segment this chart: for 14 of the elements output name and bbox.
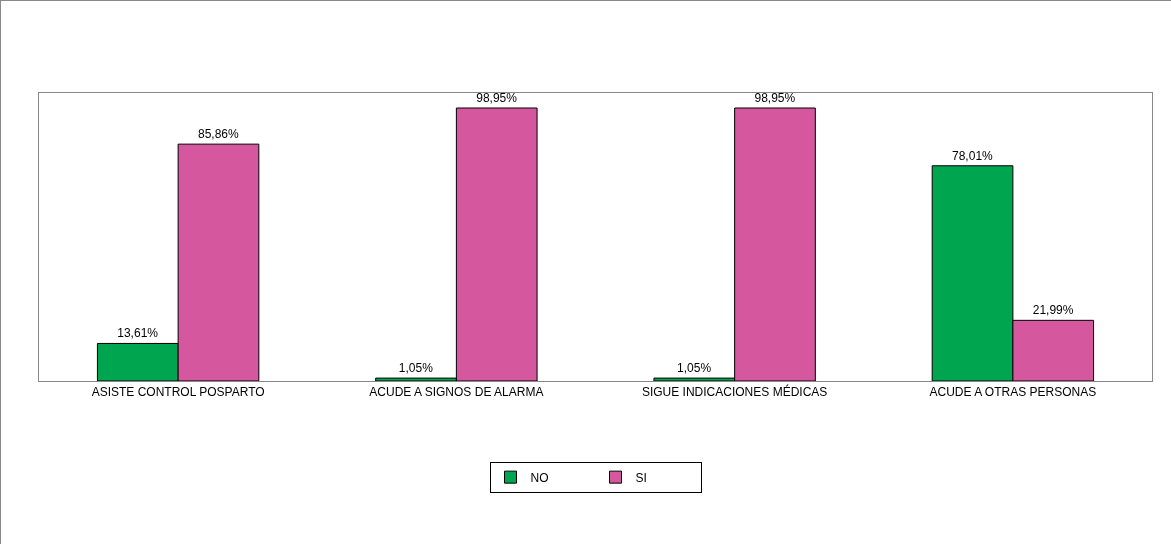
data-label: 1,05% <box>677 361 712 376</box>
data-label: 1,05% <box>398 361 434 376</box>
x-tick-label: SIGUE INDICACIONES MÉDICAS <box>641 384 828 400</box>
data-label: 98,95% <box>754 91 796 106</box>
data-label: 98,95% <box>476 91 518 106</box>
data-label: 78,01% <box>952 148 994 163</box>
x-tick-label: ASISTE CONTROL POSPARTO <box>91 385 265 400</box>
x-tick-label: ACUDE A OTRAS PERSONAS <box>929 385 1097 400</box>
data-label: 85,86% <box>197 127 239 142</box>
x-tick-label: ACUDE A SIGNOS DE ALARMA <box>369 385 544 400</box>
data-label: 21,99% <box>1032 303 1074 318</box>
legend-label: SI <box>635 470 647 485</box>
legend-label: NO <box>530 470 549 485</box>
data-label: 13,61% <box>117 326 159 341</box>
